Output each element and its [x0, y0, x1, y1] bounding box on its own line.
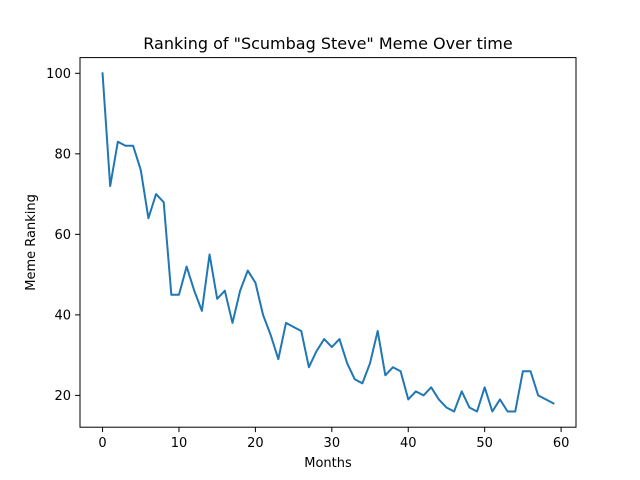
y-axis-label: Meme Ranking — [24, 194, 39, 291]
series-line — [101, 72, 555, 413]
x-axis: 0 10 20 30 40 50 60 — [98, 427, 569, 451]
x-tick-label: 30 — [324, 436, 341, 451]
y-tick-label: 40 — [54, 308, 71, 323]
x-axis-label: Months — [304, 456, 352, 471]
x-tick-label: 0 — [98, 436, 106, 451]
x-tick-label: 20 — [247, 436, 264, 451]
x-tick-label: 40 — [400, 436, 417, 451]
y-tick-label: 100 — [46, 67, 71, 82]
x-tick-label: 60 — [553, 436, 570, 451]
x-tick-label: 10 — [171, 436, 188, 451]
y-axis: 20 40 60 80 100 — [46, 67, 80, 404]
y-tick-label: 60 — [54, 228, 71, 243]
x-tick-label: 50 — [476, 436, 493, 451]
y-tick-label: 20 — [54, 389, 71, 404]
chart-title: Ranking of "Scumbag Steve" Meme Over tim… — [143, 34, 512, 53]
plot-frame — [79, 57, 577, 428]
y-tick-label: 80 — [54, 147, 71, 162]
